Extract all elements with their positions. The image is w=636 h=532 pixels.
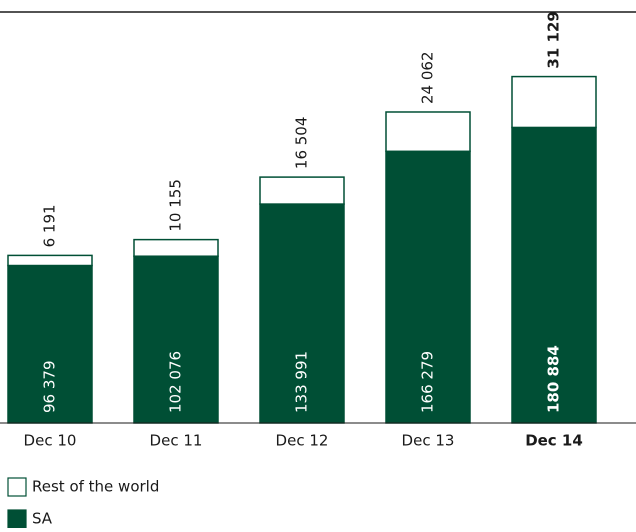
bar-segment (259, 176, 345, 205)
x-tick-label: Dec 11 (150, 432, 203, 450)
bar-segment (385, 150, 471, 424)
value-label: 16 504 (293, 117, 311, 170)
bar-segment (133, 255, 219, 424)
bar-segment (385, 111, 471, 153)
value-label: 31 129 (545, 11, 563, 68)
legend-swatch (7, 477, 27, 497)
value-label: 102 076 (167, 351, 185, 413)
value-label: 96 379 (41, 361, 59, 414)
value-label: 10 155 (167, 179, 185, 232)
legend-swatch (7, 509, 27, 529)
value-label: 24 062 (419, 51, 437, 104)
value-label: 166 279 (419, 351, 437, 413)
value-label: 6 191 (41, 204, 59, 247)
bar-segment (133, 238, 219, 257)
x-tick-label: Dec 10 (24, 432, 77, 450)
legend-label: SA (32, 510, 53, 528)
x-tick-label: Dec 13 (402, 432, 455, 450)
bar-segment (7, 254, 93, 267)
bar-segment (511, 75, 597, 129)
x-tick-label: Dec 14 (525, 432, 583, 450)
bar-segment (511, 126, 597, 424)
value-label: 180 884 (545, 345, 563, 413)
legend-label: Rest of the world (32, 478, 159, 496)
value-label: 133 991 (293, 351, 311, 413)
x-tick-label: Dec 12 (276, 432, 329, 450)
